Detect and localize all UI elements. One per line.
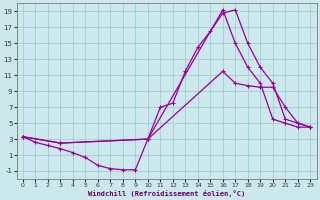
X-axis label: Windchill (Refroidissement éolien,°C): Windchill (Refroidissement éolien,°C): [88, 190, 245, 197]
